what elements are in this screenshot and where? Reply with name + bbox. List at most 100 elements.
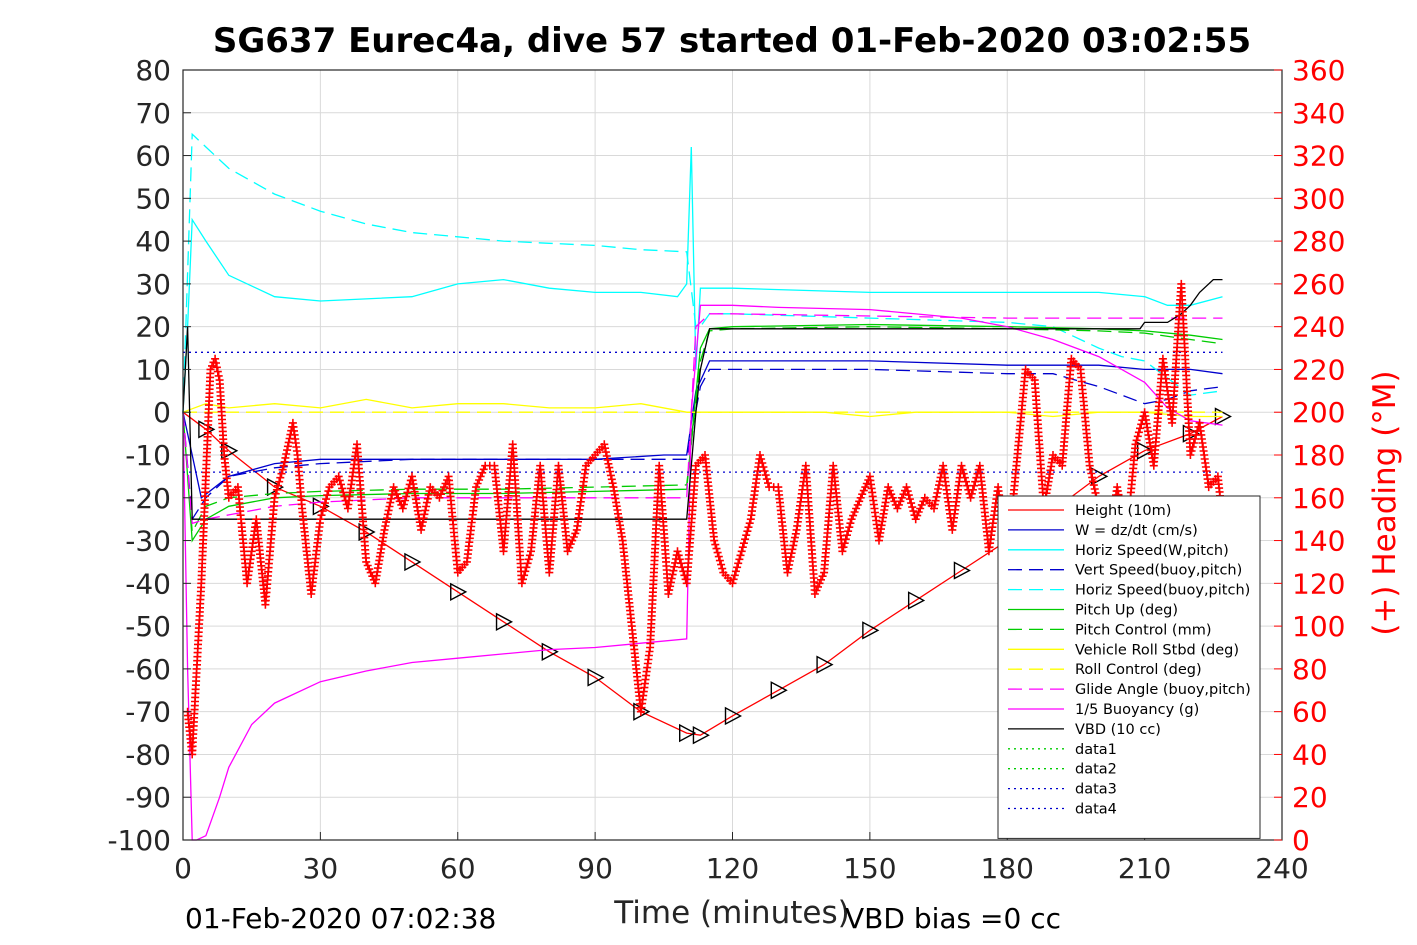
- heading-marker: [730, 571, 739, 580]
- heading-marker: [913, 511, 922, 520]
- heading-marker: [381, 522, 390, 530]
- heading-marker: [841, 535, 850, 544]
- heading-marker: [718, 564, 727, 573]
- heading-marker: [739, 539, 748, 548]
- heading-marker: [897, 493, 906, 502]
- y-left-tick-label: 50: [135, 182, 171, 215]
- heading-marker: [361, 553, 370, 562]
- heading-marker: [323, 491, 332, 500]
- y-right-tick-label: 140: [1292, 525, 1345, 558]
- x-tick-label: 0: [174, 852, 192, 885]
- heading-marker: [617, 532, 626, 541]
- heading-marker: [282, 450, 291, 458]
- heading-marker: [335, 476, 344, 485]
- heading-marker: [322, 495, 331, 504]
- legend-label: Pitch Up (deg): [1075, 603, 1178, 619]
- legend-label: Horiz Speed(W,pitch): [1075, 543, 1229, 559]
- heading-marker: [608, 479, 617, 488]
- heading-marker: [292, 447, 301, 455]
- heading-marker: [402, 492, 411, 501]
- heading-marker: [363, 561, 372, 570]
- heading-marker: [1191, 435, 1199, 443]
- heading-marker: [917, 500, 926, 509]
- heading-marker: [735, 555, 744, 564]
- y-right-tick-label: 240: [1292, 311, 1345, 344]
- heading-marker: [908, 503, 917, 512]
- heading-marker: [403, 488, 412, 497]
- heading-marker: [603, 455, 612, 464]
- legend-label: Horiz Speed(buoy,pitch): [1075, 583, 1250, 599]
- heading-marker: [566, 540, 575, 549]
- heading-marker: [338, 484, 347, 493]
- heading-marker: [907, 499, 916, 508]
- legend-box: [997, 495, 1261, 839]
- heading-marker: [896, 497, 905, 506]
- series-line-10: [182, 304, 1223, 841]
- heading-marker: [911, 515, 920, 524]
- legend-label: VBD (10 cc): [1075, 722, 1161, 738]
- heading-marker: [284, 438, 293, 447]
- heading-marker: [1012, 465, 1020, 474]
- heading-marker: [272, 485, 281, 494]
- legend-label: Pitch Control (mm): [1075, 622, 1212, 638]
- heading-marker: [394, 493, 403, 502]
- heading-marker: [738, 543, 747, 552]
- heading-marker: [473, 479, 482, 488]
- heading-marker: [674, 551, 683, 560]
- heading-marker: [713, 548, 722, 557]
- heading-marker: [386, 498, 395, 507]
- heading-marker: [840, 539, 849, 548]
- y-left-tick-label: -50: [125, 610, 171, 643]
- heading-marker: [1134, 428, 1143, 437]
- heading-marker: [934, 485, 943, 493]
- heading-marker: [670, 562, 679, 571]
- heading-marker: [905, 495, 914, 504]
- heading-marker: [1074, 362, 1083, 371]
- heading-marker: [520, 571, 529, 580]
- heading-marker: [337, 480, 345, 489]
- heading-marker: [785, 560, 794, 569]
- heading-marker: [1089, 481, 1098, 490]
- y-left-tick-label: -20: [125, 482, 171, 515]
- heading-marker: [712, 544, 721, 553]
- heading-marker: [741, 535, 750, 544]
- axes: 0 30 60 90 120 150 180 210 24080706050403020100-…: [107, 54, 1345, 885]
- footer-timestamp: 01-Feb-2020 07:02:38: [185, 902, 496, 935]
- y-left-tick-label: 0: [153, 396, 171, 429]
- heading-marker: [418, 518, 427, 527]
- y-left-tick-label: 70: [135, 97, 171, 130]
- heading-marker: [1189, 439, 1198, 447]
- height-marker: [450, 582, 468, 602]
- heading-marker: [899, 490, 908, 499]
- heading-marker: [745, 519, 754, 528]
- heading-marker: [379, 529, 388, 538]
- y-right-tick-label: 320: [1292, 140, 1345, 173]
- y-left-tick-label: 80: [135, 54, 171, 87]
- heading-marker: [853, 500, 862, 509]
- heading-marker: [384, 506, 393, 515]
- y-right-tick-label: 60: [1292, 696, 1328, 729]
- heading-marker: [476, 472, 485, 481]
- y-right-tick-label: 160: [1292, 482, 1345, 515]
- y-right-tick-label: 340: [1292, 97, 1345, 130]
- heading-marker: [916, 504, 925, 513]
- heading-marker: [790, 533, 799, 542]
- heading-marker: [206, 369, 215, 378]
- height-marker: [358, 522, 376, 542]
- heading-marker: [478, 468, 487, 477]
- heading-marker: [276, 473, 285, 482]
- y-left-tick-label: 10: [135, 353, 171, 386]
- y-left-tick-label: -100: [107, 824, 171, 857]
- y-left-tick-label: 40: [135, 225, 171, 258]
- heading-marker: [885, 486, 894, 495]
- heading-marker: [581, 465, 590, 474]
- heading-marker: [711, 540, 720, 549]
- heading-marker: [389, 483, 398, 492]
- heading-marker: [319, 503, 328, 512]
- height-marker: [724, 706, 742, 726]
- heading-marker: [270, 497, 279, 506]
- y-right-tick-label: 260: [1292, 268, 1345, 301]
- heading-marker: [523, 559, 532, 568]
- heading-marker: [742, 531, 751, 540]
- heading-marker: [212, 359, 220, 367]
